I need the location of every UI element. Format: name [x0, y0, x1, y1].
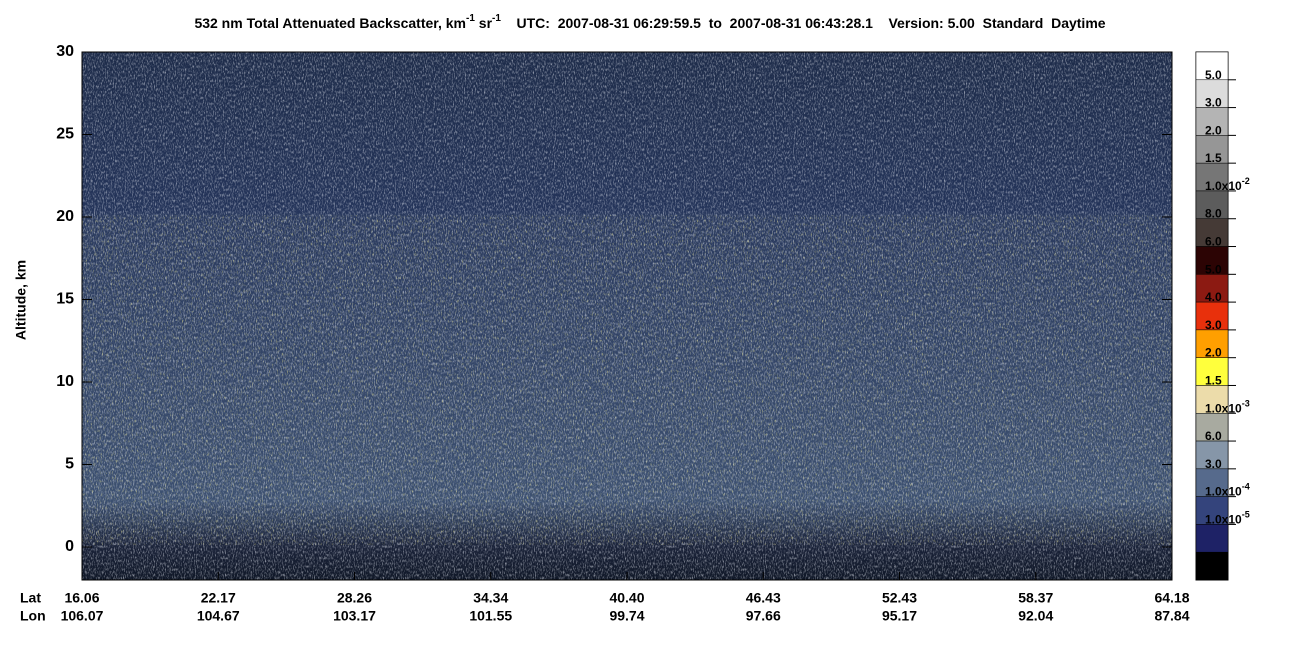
x-tick-label: 46.43 — [746, 590, 781, 606]
x-tick-label: 40.40 — [609, 590, 644, 606]
colorbar-label-superscript: -3 — [1242, 399, 1250, 409]
x-tick-label: 99.74 — [609, 608, 644, 624]
colorbar-label-text: 2.0 — [1205, 124, 1222, 138]
colorbar-swatch — [1195, 329, 1229, 358]
colorbar-label: 1.0x10-3 — [1205, 399, 1250, 416]
x-tick-label: 34.34 — [473, 590, 508, 606]
x-tick-label: 16.06 — [64, 590, 99, 606]
colorbar-label-text: 8.0 — [1205, 207, 1222, 221]
y-tick-label: 30 — [56, 43, 74, 60]
colorbar-label: 3.0 — [1205, 457, 1222, 471]
x-tick-label: 95.17 — [882, 608, 917, 624]
y-tick-label: 15 — [56, 291, 74, 308]
colorbar-label-text: 1.5 — [1205, 151, 1222, 165]
y-tick-label: 5 — [65, 456, 74, 473]
colorbar-label-text: 3.0 — [1205, 96, 1222, 110]
colorbar-label-superscript: -2 — [1242, 176, 1250, 186]
colorbar-label: 1.0x10-4 — [1205, 482, 1250, 499]
x-tick-label: 106.07 — [61, 608, 104, 624]
colorbar-label: 2.0 — [1205, 346, 1222, 360]
title-text: sr — [475, 15, 493, 31]
x-tick-label: 97.66 — [746, 608, 781, 624]
colorbar-label: 6.0 — [1205, 429, 1222, 443]
colorbar-swatch — [1195, 496, 1229, 525]
colorbar-swatch — [1195, 385, 1229, 414]
title-text: UTC: 2007-08-31 06:29:59.5 to 2007-08-31… — [501, 15, 1106, 31]
colorbar-swatch — [1195, 135, 1229, 164]
x-row-label: Lon — [20, 608, 46, 624]
colorbar-swatch — [1195, 301, 1229, 331]
colorbar-label-text: 1.5 — [1205, 374, 1222, 388]
chart-title: 532 nm Total Attenuated Backscatter, km-… — [194, 13, 1105, 31]
colorbar-swatch — [1195, 246, 1229, 275]
colorbar-label-text: 3.0 — [1205, 318, 1222, 332]
colorbar-label: 1.0x10-5 — [1205, 510, 1250, 527]
colorbar-label-text: 1.0x10 — [1205, 513, 1242, 527]
colorbar-swatch — [1195, 440, 1229, 470]
colorbar-label-text: 1.0x10 — [1205, 179, 1242, 193]
colorbar-label-text: 6.0 — [1205, 235, 1222, 249]
x-tick-label: 64.18 — [1154, 590, 1189, 606]
colorbar-label-text: 5.0 — [1205, 262, 1222, 276]
x-tick-label: 101.55 — [469, 608, 512, 624]
colorbar-swatch — [1195, 190, 1229, 219]
colorbar-label-text: 3.0 — [1205, 457, 1222, 471]
colorbar-label: 5.0 — [1205, 262, 1222, 276]
x-tick-label: 28.26 — [337, 590, 372, 606]
x-tick-label: 22.17 — [201, 590, 236, 606]
x-tick-label: 52.43 — [882, 590, 917, 606]
y-tick-label: 10 — [56, 373, 74, 390]
colorbar-label: 3.0 — [1205, 96, 1222, 110]
title-superscript: -1 — [466, 13, 475, 24]
title-text: 532 nm Total Attenuated Backscatter, km — [194, 15, 466, 31]
colorbar-label-superscript: -5 — [1242, 510, 1250, 520]
x-tick-label: 104.67 — [197, 608, 240, 624]
colorbar-label: 3.0 — [1205, 318, 1222, 332]
y-axis-label: Altitude, km — [13, 260, 29, 340]
x-tick-label: 103.17 — [333, 608, 376, 624]
colorbar-label-text: 4.0 — [1205, 290, 1222, 304]
colorbar-label: 1.5 — [1205, 374, 1222, 388]
colorbar-swatch — [1195, 524, 1229, 553]
colorbar-label: 6.0 — [1205, 235, 1222, 249]
colorbar-swatch — [1195, 468, 1229, 497]
colorbar-label-superscript: -4 — [1242, 482, 1250, 492]
colorbar-label-text: 1.0x10 — [1205, 485, 1242, 499]
colorbar-swatch — [1195, 218, 1229, 247]
colorbar-label: 5.0 — [1205, 68, 1222, 82]
x-tick-label: 58.37 — [1018, 590, 1053, 606]
colorbar-label: 2.0 — [1205, 124, 1222, 138]
y-tick-label: 0 — [65, 538, 74, 555]
colorbar-swatch — [1195, 274, 1229, 303]
colorbar-swatch — [1195, 413, 1229, 442]
title-superscript: -1 — [492, 13, 501, 24]
x-tick-label: 92.04 — [1018, 608, 1053, 624]
x-tick-label: 87.84 — [1154, 608, 1189, 624]
x-row-label: Lat — [20, 590, 41, 606]
colorbar-label: 1.0x10-2 — [1205, 176, 1250, 193]
colorbar-label-text: 1.0x10 — [1205, 401, 1242, 415]
colorbar-swatch — [1195, 551, 1229, 581]
colorbar-label-text: 2.0 — [1205, 346, 1222, 360]
backscatter-image — [82, 52, 1172, 580]
colorbar-label: 1.5 — [1205, 151, 1222, 165]
colorbar-label: 8.0 — [1205, 207, 1222, 221]
colorbar-label-text: 6.0 — [1205, 429, 1222, 443]
colorbar-label-text: 5.0 — [1205, 68, 1222, 82]
y-tick-label: 20 — [56, 208, 74, 225]
colorbar-label: 4.0 — [1205, 290, 1222, 304]
image-aerosol — [82, 215, 1172, 545]
colorbar-swatch — [1195, 162, 1229, 192]
y-tick-label: 25 — [56, 126, 74, 143]
